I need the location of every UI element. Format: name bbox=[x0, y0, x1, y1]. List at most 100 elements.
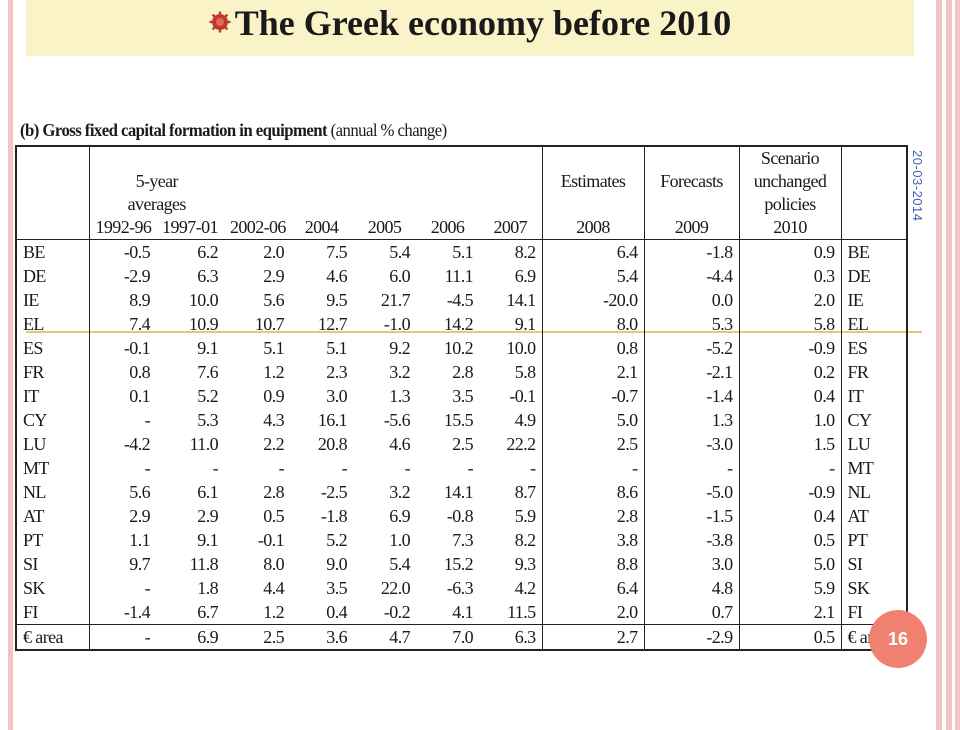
table-cell: 4.2 bbox=[479, 576, 543, 600]
table-cell: 5.6 bbox=[263, 290, 284, 310]
table-row: IT 0.1 5.2 0.9 3.0 1.3 3.5 -0.1 -0.7 -1.4 0.4 IT bbox=[17, 384, 906, 408]
table-cell: -5.0 bbox=[644, 480, 740, 504]
table-cell: - bbox=[278, 458, 285, 478]
table-row: LU -4.2 11.0 2.2 20.8 4.6 2.5 22.2 2.5 -3.0 1.5 LU bbox=[17, 432, 906, 456]
table-cell: 8.8 bbox=[542, 552, 645, 576]
table-cell: 6.3 bbox=[479, 624, 543, 649]
table-cell: 9.1 bbox=[197, 338, 218, 358]
table-cell: 5.1 bbox=[263, 338, 284, 358]
table-cell: 1.2 bbox=[263, 362, 284, 382]
table-cell: 5.1 bbox=[326, 338, 347, 358]
row-label-right: EL bbox=[847, 314, 869, 334]
table-cell: 0.4 bbox=[739, 384, 842, 408]
row-label-right: DE bbox=[847, 266, 871, 286]
table-cell: 3.0 bbox=[644, 552, 740, 576]
table-cell: -1.0 bbox=[383, 314, 411, 334]
slide-date: 20-03-2014 bbox=[910, 150, 925, 222]
table-cell: 5.0 bbox=[542, 408, 645, 432]
table-cell: - bbox=[739, 456, 842, 480]
table-cell: 0.5 bbox=[739, 528, 842, 552]
table-cell: 0.4 bbox=[326, 602, 347, 622]
table-cell: -4.4 bbox=[644, 264, 740, 288]
table-cell: 10.0 bbox=[479, 336, 543, 360]
table-cell: 2.8 bbox=[452, 362, 473, 382]
table-cell: 4.9 bbox=[479, 408, 543, 432]
table-cell: 7.3 bbox=[452, 530, 473, 550]
year-header: 2002-06 bbox=[224, 216, 290, 240]
table-row: SK -1.8 4.4 3.5 22.0 -6.3 4.2 6.4 4.8 5.9 SK bbox=[17, 576, 906, 600]
table-cell: 3.5 bbox=[452, 386, 473, 406]
table-row: EL 7.4 10.9 10.7 12.7 -1.0 14.2 9.1 8.0 5.3 5.8 EL bbox=[17, 312, 906, 336]
row-label-right: PT bbox=[847, 530, 868, 550]
row-label-right: CY bbox=[847, 410, 872, 430]
row-label: BE bbox=[17, 239, 90, 264]
table-cell: 2.2 bbox=[263, 434, 284, 454]
table-cell: 9.3 bbox=[479, 552, 543, 576]
table-cell: -1.4 bbox=[123, 602, 151, 622]
table-cell: - bbox=[479, 456, 543, 480]
table-cell: 4.7 bbox=[353, 624, 416, 649]
table-cell: 5.4 bbox=[389, 242, 410, 262]
row-label: PT bbox=[17, 528, 90, 552]
row-label-right: NL bbox=[847, 482, 871, 502]
row-label: DE bbox=[17, 264, 90, 288]
row-label: NL bbox=[17, 480, 90, 504]
table-cell: -0.2 bbox=[383, 602, 411, 622]
table-cell: 0.9 bbox=[739, 239, 842, 264]
table-cell: 7.0 bbox=[416, 624, 479, 649]
table-cell: 3.6 bbox=[290, 624, 353, 649]
table-cell: 2.0 bbox=[263, 242, 284, 262]
table-cell: 8.0 bbox=[263, 554, 284, 574]
year-header: 2008 bbox=[542, 216, 645, 240]
table-cell: -3.0 bbox=[644, 432, 740, 456]
table-cell: 8.2 bbox=[479, 239, 543, 264]
table-cell: 1.2 bbox=[263, 602, 284, 622]
table-cell: 15.2 bbox=[443, 554, 474, 574]
table-cell: 3.2 bbox=[389, 482, 410, 502]
table-cell: 2.8 bbox=[263, 482, 284, 502]
row-label-right: BE bbox=[847, 242, 870, 262]
table-cell: 7.6 bbox=[197, 362, 218, 382]
table-cell: 15.5 bbox=[443, 410, 474, 430]
table-cell: -4.2 bbox=[123, 434, 151, 454]
table-cell: 1.5 bbox=[739, 432, 842, 456]
table-cell: -0.8 bbox=[446, 506, 474, 526]
table-cell: -3.8 bbox=[644, 528, 740, 552]
table-cell: 11.0 bbox=[189, 434, 219, 454]
table-cell: 8.7 bbox=[479, 480, 543, 504]
table-cell: 0.5 bbox=[739, 624, 842, 649]
horizontal-accent-line bbox=[26, 331, 922, 333]
table-cell: 0.8 bbox=[129, 362, 150, 382]
table-cell: - bbox=[144, 458, 151, 478]
row-label: CY bbox=[17, 408, 90, 432]
header-scenario-line3: policies bbox=[739, 193, 842, 216]
row-label-right: LU bbox=[847, 434, 871, 454]
title-band: The Greek economy before 2010 bbox=[26, 0, 914, 56]
row-label-right: FI bbox=[847, 602, 863, 622]
table-cell: 3.5 bbox=[326, 578, 347, 598]
table-cell: 1.3 bbox=[644, 408, 740, 432]
slide-title-text: The Greek economy before 2010 bbox=[234, 3, 732, 43]
table-cell: 14.1 bbox=[443, 482, 474, 502]
table-cell: 8.6 bbox=[542, 480, 645, 504]
table-cell: -0.1 bbox=[479, 384, 543, 408]
table-cell: -2.5 bbox=[320, 482, 348, 502]
row-label: ES bbox=[17, 336, 90, 360]
table-cell: -20.0 bbox=[542, 288, 645, 312]
year-header: 2006 bbox=[416, 216, 479, 240]
table-cell: -2.9 bbox=[644, 624, 740, 649]
table-cell: 5.2 bbox=[326, 530, 347, 550]
table-cell: 11.8 bbox=[189, 554, 219, 574]
table-row: FI -1.4 6.7 1.2 0.4 -0.2 4.1 11.5 2.0 0.7 2.1 FI bbox=[17, 600, 906, 625]
table-cell: 14.2 bbox=[443, 314, 474, 334]
table-cell: -0.7 bbox=[542, 384, 645, 408]
year-header: 2007 bbox=[479, 216, 543, 240]
table-cell: - bbox=[467, 458, 474, 478]
table-cell: 20.8 bbox=[317, 434, 348, 454]
year-header: 1997-01 bbox=[156, 216, 224, 240]
table-cell: -1.8 bbox=[644, 239, 740, 264]
table-cell: -0.1 bbox=[257, 530, 285, 550]
table-cell: 2.9 bbox=[129, 506, 150, 526]
table-cell: 22.0 bbox=[380, 578, 411, 598]
table-cell: 10.7 bbox=[254, 314, 285, 334]
